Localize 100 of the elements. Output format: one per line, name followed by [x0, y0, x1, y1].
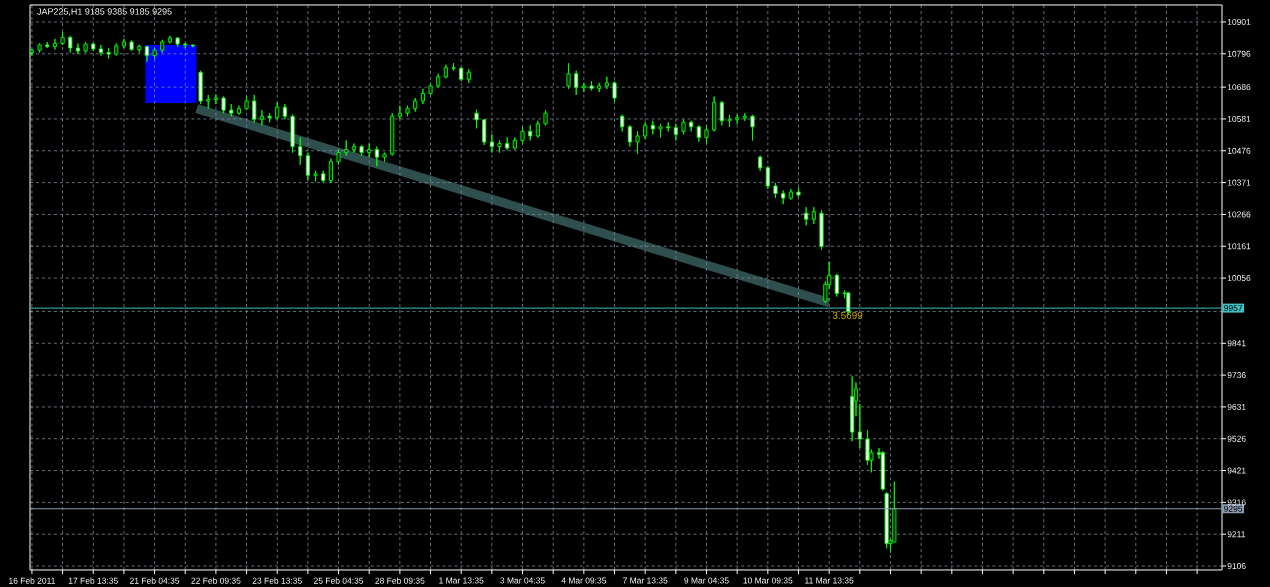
candlestick: [305, 152, 310, 181]
x-tick-label: 28 Feb 09:35: [375, 577, 425, 584]
y-tick-label: 9421: [1227, 467, 1246, 474]
candlestick: [144, 45, 149, 63]
candlestick: [773, 182, 778, 199]
candlestick: [397, 105, 402, 120]
candlestick: [259, 109, 264, 126]
y-tick-label: 9106: [1227, 563, 1246, 570]
candlestick: [735, 114, 740, 125]
candlestick: [267, 112, 272, 123]
candlestick: [167, 35, 172, 44]
candlestick: [298, 136, 303, 166]
candlestick: [405, 105, 410, 117]
candlestick: [206, 94, 211, 110]
candlestick: [880, 450, 885, 492]
candlestick: [121, 38, 126, 49]
candlestick: [627, 124, 632, 147]
candlestick: [597, 82, 602, 93]
candlestick: [160, 39, 165, 54]
y-tick-label: 10161: [1227, 243, 1251, 250]
candlestick: [466, 68, 471, 84]
candlestick: [359, 144, 364, 157]
candlestick: [344, 140, 349, 157]
candlestick: [428, 82, 433, 96]
candlestick: [528, 124, 533, 141]
annotation: 3.5699: [832, 311, 863, 319]
candlestick: [252, 94, 257, 123]
y-tick-label: 10056: [1227, 275, 1251, 282]
candlestick: [666, 121, 671, 132]
candlestick: [175, 36, 180, 47]
candlestick: [574, 70, 579, 96]
x-tick-label: 16 Feb 2011: [9, 577, 55, 584]
candlestick: [459, 66, 464, 82]
candlestick: [236, 105, 241, 116]
candlestick: [604, 76, 609, 90]
x-tick-label: 3 Mar 04:35: [500, 577, 545, 584]
candlestick: [620, 114, 625, 132]
chart-title: JAP225,H1 9185 9385 9185 9295: [37, 8, 172, 16]
candlestick: [68, 35, 73, 54]
candlestick: [321, 170, 326, 183]
candlestick: [643, 121, 648, 140]
candlestick: [213, 93, 218, 105]
candlestick: [37, 43, 42, 54]
candlestick: [727, 114, 732, 128]
y-tick-label: 9631: [1227, 403, 1246, 410]
x-tick-label: 25 Feb 04:35: [314, 577, 364, 584]
candlestick: [884, 491, 889, 549]
candlestick: [114, 43, 119, 57]
y-tick-label: 10901: [1227, 18, 1251, 25]
candlestick: [673, 123, 678, 141]
candlestick: [589, 80, 594, 91]
candlestick: [689, 120, 694, 132]
candlestick: [443, 64, 448, 79]
candlestick: [91, 42, 96, 52]
y-tick-label: 10796: [1227, 50, 1251, 57]
y-tick-label: 10686: [1227, 84, 1251, 91]
candlestick: [543, 109, 548, 126]
candlestick: [229, 103, 234, 117]
candlestick: [290, 114, 295, 154]
candlestick: [758, 155, 763, 172]
candlestick: [75, 43, 80, 55]
candlestick: [106, 47, 111, 60]
candlestick: [221, 96, 226, 114]
x-tick-label: 22 Feb 09:35: [191, 577, 241, 584]
candlestick: [635, 130, 640, 155]
candlestick: [474, 109, 479, 129]
y-tick-label: 9316: [1227, 499, 1246, 506]
candlestick: [351, 143, 356, 154]
candlestick: [566, 62, 571, 90]
candlestick: [750, 114, 755, 141]
candlestick: [696, 124, 701, 143]
candlestick: [420, 88, 425, 105]
candlestick: [137, 44, 142, 54]
candlestick: [436, 73, 441, 88]
candlestick: [382, 152, 387, 163]
candlestick: [29, 48, 34, 57]
candlestick: [612, 80, 617, 104]
ref-line-label: 9957: [1224, 305, 1243, 312]
candlestick: [535, 120, 540, 138]
ref-line-label: 9295: [1224, 505, 1243, 512]
candlestick: [658, 123, 663, 138]
candlestick: [742, 112, 747, 122]
candlestick: [796, 187, 801, 197]
x-tick-label: 17 Feb 13:35: [68, 577, 118, 584]
candlestick: [198, 70, 203, 105]
candlestick: [244, 96, 249, 111]
candlestick: [45, 41, 50, 49]
x-tick-label: 10 Mar 09:35: [743, 577, 793, 584]
y-tick-label: 10266: [1227, 211, 1251, 218]
x-tick-label: 9 Mar 04:35: [684, 577, 729, 584]
candlestick: [781, 190, 786, 205]
candlestick: [98, 44, 103, 57]
candlestick: [681, 118, 686, 135]
candlestick: [482, 118, 487, 146]
y-tick-label: 9736: [1227, 372, 1246, 379]
candlestick: [704, 124, 709, 144]
candlestick: [83, 41, 88, 54]
y-tick-label: 10371: [1227, 179, 1251, 186]
y-tick-label: 10581: [1227, 115, 1251, 122]
candlestick: [336, 149, 341, 166]
